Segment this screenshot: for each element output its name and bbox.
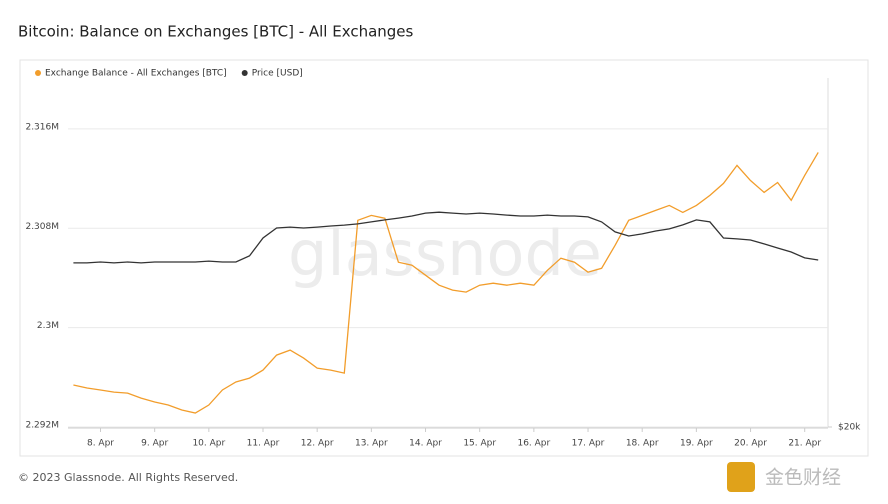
x-tick-label: 11. Apr (247, 439, 280, 449)
series-line (73, 152, 819, 414)
logo-text: 金色财经 (765, 467, 841, 489)
x-tick-label: 12. Apr (301, 439, 334, 449)
y-tick-label: 2.316M (25, 122, 59, 132)
chart-frame (19, 59, 869, 457)
x-tick-label: 17. Apr (572, 439, 605, 449)
series-line (73, 211, 819, 264)
footer: © 2023 Glassnode. All Rights Reserved. (18, 471, 238, 484)
legend-marker (241, 70, 248, 76)
y2-tick-label: $20k (838, 423, 861, 433)
x-tick-label: 14. Apr (409, 439, 442, 449)
legend-label: Price [USD] (252, 69, 303, 79)
y-tick-label: 2.292M (25, 421, 59, 431)
x-tick-label: 10. Apr (192, 439, 225, 449)
x-tick-label: 9. Apr (141, 439, 168, 449)
legend-marker (35, 70, 41, 76)
watermark: glassnode (288, 217, 602, 290)
legend-label: Exchange Balance - All Exchanges [BTC] (45, 69, 227, 79)
y-tick-label: 2.308M (25, 222, 59, 232)
x-tick-label: 16. Apr (517, 439, 550, 449)
x-tick-label: 21. Apr (788, 439, 821, 449)
logo-icon (727, 462, 755, 492)
x-tick-label: 18. Apr (626, 439, 659, 449)
x-tick-label: 15. Apr (463, 439, 496, 449)
x-tick-label: 20. Apr (734, 439, 767, 449)
chart-title: Bitcoin: Balance on Exchanges [BTC] - Al… (18, 23, 414, 41)
x-tick-label: 13. Apr (355, 439, 388, 449)
x-tick-label: 19. Apr (680, 439, 713, 449)
y-tick-label: 2.3M (37, 321, 59, 331)
x-tick-label: 8. Apr (87, 439, 114, 449)
